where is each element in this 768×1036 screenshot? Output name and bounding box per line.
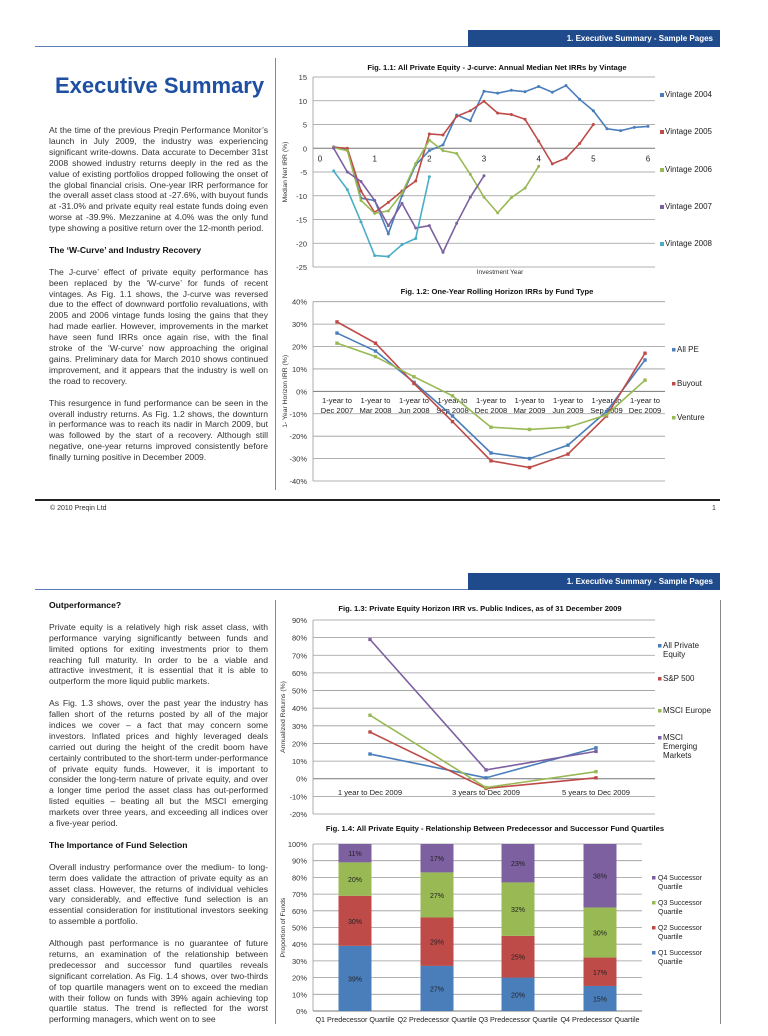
page1-header-bar: 1. Executive Summary - Sample Pages <box>468 30 720 47</box>
page-number: 1 <box>712 505 716 512</box>
paragraph: At the time of the previous Preqin Perfo… <box>49 125 268 234</box>
page-title: Executive Summary <box>55 73 265 98</box>
page1-header-rule <box>35 46 468 47</box>
paragraph: This resurgence in fund performance can … <box>49 397 268 463</box>
page2-text-column: Outperformance? Private equity is a rela… <box>49 600 268 1036</box>
page2-header-rule <box>35 589 468 590</box>
page1-chart-frame <box>275 58 720 490</box>
section-heading-wcurve: The ‘W-Curve’ and Industry Recovery <box>49 244 202 255</box>
footer-rule <box>35 499 720 501</box>
page1-text-column: At the time of the previous Preqin Perfo… <box>49 125 268 474</box>
section-heading-fund-selection: The Importance of Fund Selection <box>49 839 188 850</box>
paragraph: Although past performance is no guarante… <box>49 938 268 1025</box>
paragraph: Overall industry performance over the me… <box>49 861 268 927</box>
paragraph: Private equity is a relatively high risk… <box>49 621 268 687</box>
page2-chart-frame <box>275 600 721 1024</box>
paragraph: As Fig. 1.3 shows, over the past year th… <box>49 698 268 829</box>
page2-header-bar: 1. Executive Summary - Sample Pages <box>468 573 720 590</box>
paragraph: The J-curve’ effect of private equity pe… <box>49 266 268 386</box>
section-heading-outperformance: Outperformance? <box>49 600 122 610</box>
footer-copyright: © 2010 Preqin Ltd <box>50 505 107 512</box>
